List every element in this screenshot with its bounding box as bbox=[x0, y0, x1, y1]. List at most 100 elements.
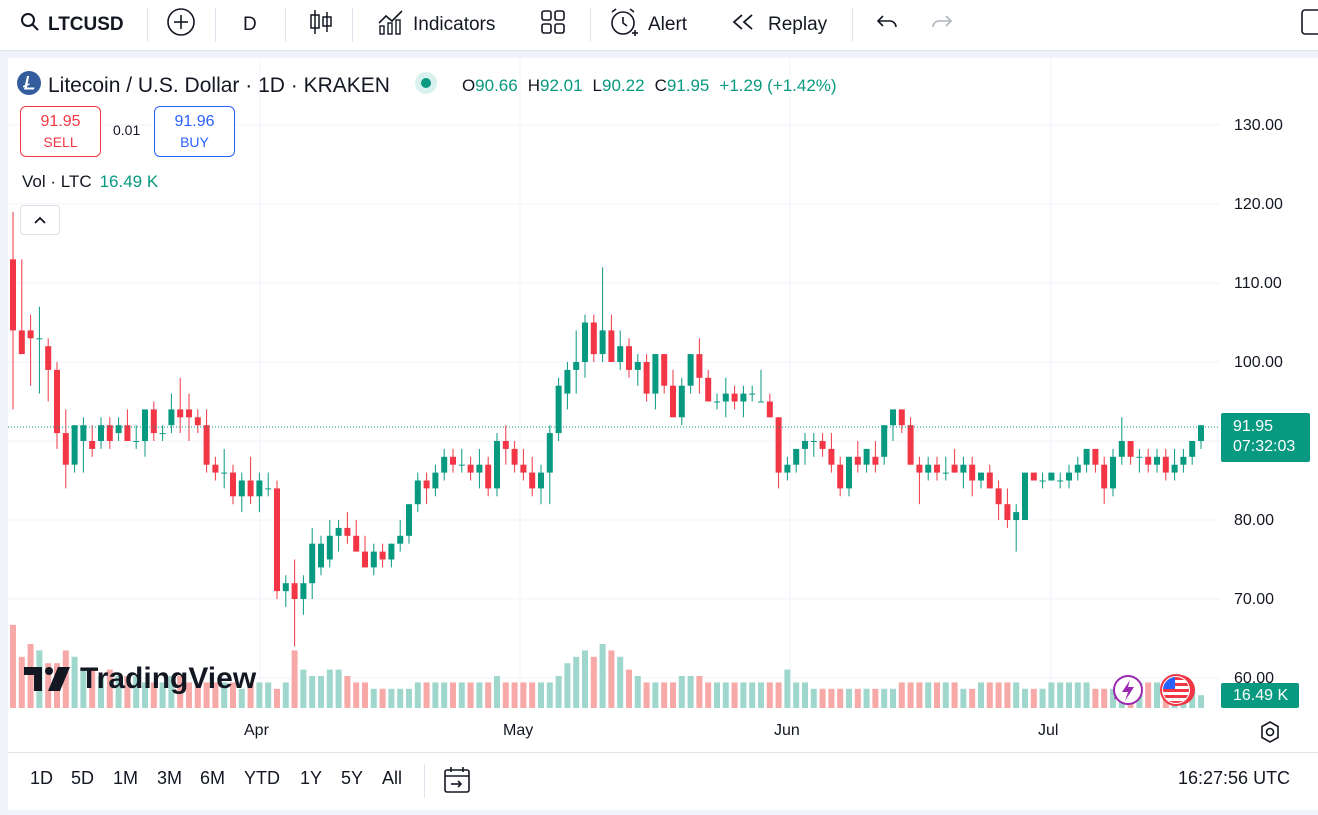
redo-icon bbox=[930, 12, 954, 38]
volume-bar bbox=[124, 676, 131, 708]
bottom-toolbar bbox=[8, 752, 1318, 810]
candle-body bbox=[432, 472, 439, 489]
candle-body bbox=[766, 401, 773, 418]
undo-button[interactable] bbox=[875, 0, 899, 50]
bar-countdown: 07:32:03 bbox=[1233, 438, 1296, 455]
volume-bar bbox=[142, 682, 148, 708]
volume-bar bbox=[18, 656, 25, 708]
candle-body bbox=[353, 535, 360, 552]
volume-bar bbox=[1013, 682, 1020, 708]
replay-button[interactable]: Replay bbox=[730, 0, 827, 50]
range-1y[interactable]: 1Y bbox=[300, 768, 323, 788]
candle-body bbox=[520, 464, 527, 473]
rewind-icon bbox=[730, 12, 756, 38]
volume-bar bbox=[335, 669, 342, 708]
volume-bar bbox=[590, 656, 597, 708]
sell-price: 91.95 bbox=[40, 112, 81, 130]
range-5d[interactable]: 5D bbox=[71, 768, 95, 788]
range-3m[interactable]: 3M bbox=[157, 768, 183, 788]
lightning-icon[interactable] bbox=[1110, 672, 1146, 713]
range-5y[interactable]: 5Y bbox=[341, 768, 364, 788]
volume-bar bbox=[106, 669, 113, 708]
candle-body bbox=[467, 464, 474, 473]
candle-body bbox=[115, 425, 122, 434]
candle-body bbox=[362, 551, 368, 568]
symbol-title[interactable]: Litecoin / U.S. Dollar · 1D · KRAKEN bbox=[48, 74, 390, 97]
layout-button[interactable] bbox=[1300, 0, 1318, 50]
volume-bar bbox=[265, 682, 272, 708]
candles bbox=[10, 211, 1204, 647]
clock-timezone[interactable]: 16:27:56 UTC bbox=[1178, 768, 1291, 788]
sell-button[interactable]: 91.95 SELL bbox=[20, 106, 101, 157]
buy-button[interactable]: 91.96 BUY bbox=[154, 106, 235, 157]
price-axis-label: 130.00 bbox=[1234, 117, 1283, 134]
volume-bar bbox=[599, 644, 606, 708]
change-value: +1.29 (+1.42%) bbox=[719, 76, 837, 95]
candlestick-icon bbox=[308, 8, 334, 42]
tradingview-logo[interactable]: TradingView bbox=[24, 662, 256, 696]
alarm-clock-icon bbox=[608, 6, 640, 44]
candle-body bbox=[1154, 456, 1160, 465]
volume-bar bbox=[793, 682, 800, 708]
candle-body bbox=[819, 441, 826, 449]
range-ytd[interactable]: YTD bbox=[244, 768, 280, 788]
volume-bar bbox=[1039, 688, 1046, 708]
volume-bar bbox=[529, 682, 536, 708]
templates-button[interactable] bbox=[540, 0, 566, 50]
open-key: O bbox=[461, 76, 476, 95]
range-1m[interactable]: 1M bbox=[113, 768, 139, 788]
volume-bar bbox=[71, 656, 78, 708]
volume-bar bbox=[221, 682, 228, 708]
candle-body bbox=[1127, 441, 1134, 457]
volume-bar bbox=[564, 663, 571, 708]
chart-type-button[interactable] bbox=[308, 0, 334, 50]
indicators-button[interactable]: Indicators bbox=[377, 0, 495, 50]
volume-bar bbox=[476, 682, 483, 708]
top-toolbar: LTCUSD D Indicators Alert Replay bbox=[0, 0, 1318, 51]
candle-body bbox=[414, 480, 421, 505]
candle-body bbox=[177, 409, 184, 418]
candle-body bbox=[71, 425, 78, 465]
volume-bar bbox=[819, 688, 826, 708]
interval-button[interactable]: D bbox=[243, 0, 257, 50]
candle-body bbox=[203, 425, 210, 465]
volume-label: Vol · LTC bbox=[22, 172, 92, 191]
candle-body bbox=[881, 425, 888, 457]
volume-bar bbox=[705, 682, 712, 708]
range-1d[interactable]: 1D bbox=[30, 768, 54, 788]
divider bbox=[352, 8, 353, 42]
candle-body bbox=[282, 583, 289, 592]
us-flag-icon[interactable] bbox=[1156, 672, 1198, 713]
undo-icon bbox=[875, 12, 899, 38]
collapse-legend-button[interactable] bbox=[20, 205, 60, 235]
volume-bar bbox=[256, 682, 263, 708]
close-value: 91.95 bbox=[666, 76, 710, 95]
chart-panel[interactable] bbox=[8, 58, 1318, 752]
volume-bar bbox=[854, 688, 861, 708]
volume-bar bbox=[986, 682, 993, 708]
candle-body bbox=[582, 322, 588, 362]
volume-bar bbox=[749, 682, 756, 708]
volume-bar bbox=[238, 688, 245, 708]
low-key: L bbox=[592, 76, 603, 95]
candle-body bbox=[18, 330, 25, 355]
redo-button[interactable] bbox=[930, 0, 954, 50]
volume-bar bbox=[194, 682, 201, 708]
candle-body bbox=[626, 346, 632, 370]
volume-legend[interactable]: Vol · LTC 16.49 K bbox=[22, 172, 158, 192]
candle-body bbox=[335, 527, 342, 536]
candle-body bbox=[687, 354, 694, 386]
price-axis-label: 120.00 bbox=[1234, 196, 1283, 213]
goto-date-button[interactable] bbox=[443, 766, 471, 799]
volume-bar bbox=[520, 682, 527, 708]
add-circle-icon bbox=[166, 7, 196, 43]
symbol-search[interactable]: LTCUSD bbox=[20, 0, 124, 50]
time-axis-label: Jun bbox=[774, 722, 800, 739]
volume-bar bbox=[282, 682, 289, 708]
price-chart[interactable] bbox=[8, 58, 1318, 752]
compare-button[interactable] bbox=[166, 0, 196, 50]
settings-icon[interactable] bbox=[1258, 720, 1282, 749]
range-all[interactable]: All bbox=[382, 768, 403, 788]
alert-button[interactable]: Alert bbox=[608, 0, 687, 50]
range-6m[interactable]: 6M bbox=[200, 768, 226, 788]
